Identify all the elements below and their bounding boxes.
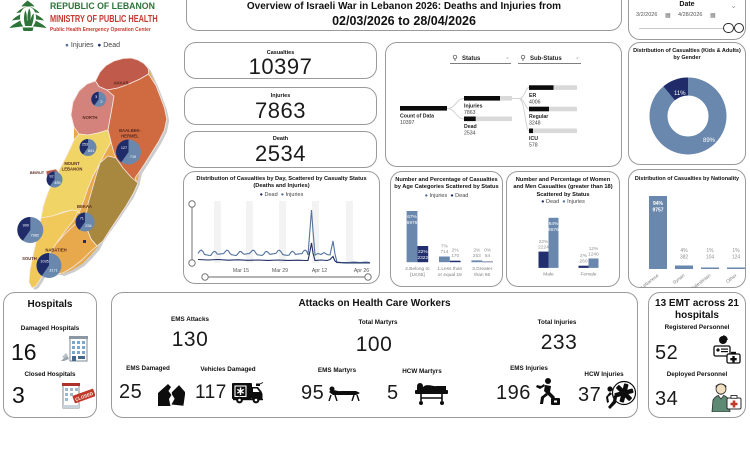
svg-text:89%: 89%	[703, 138, 716, 144]
svg-text:Sub-Status: Sub-Status	[530, 56, 562, 62]
svg-text:64%: 64%	[549, 221, 559, 227]
svg-text:2534: 2534	[464, 131, 476, 137]
svg-text:22%: 22%	[539, 239, 549, 245]
svg-text:9757: 9757	[652, 208, 663, 214]
svg-text:6976: 6976	[407, 220, 418, 226]
svg-text:Status: Status	[462, 56, 481, 62]
svg-text:12%: 12%	[589, 246, 599, 252]
svg-text:234: 234	[85, 224, 91, 228]
svg-text:AKKAR: AKKAR	[113, 81, 128, 86]
svg-text:HERMEL: HERMEL	[121, 134, 139, 139]
svg-text:170: 170	[451, 253, 459, 259]
svg-text:11%: 11%	[674, 91, 686, 97]
svg-text:2.Belong to: 2.Belong to	[405, 266, 430, 272]
svg-text:6676: 6676	[548, 227, 559, 233]
svg-text:or equal 18: or equal 18	[438, 272, 462, 278]
svg-text:ER: ER	[529, 93, 536, 99]
svg-text:578: 578	[529, 143, 538, 149]
svg-text:×: ×	[506, 56, 509, 62]
svg-text:4%: 4%	[680, 248, 688, 254]
svg-text:253: 253	[82, 143, 88, 147]
svg-text:900: 900	[23, 224, 29, 228]
svg-text:Male: Male	[543, 272, 554, 278]
svg-text:0%: 0%	[484, 248, 492, 254]
svg-text:[18;65]: [18;65]	[410, 272, 425, 278]
svg-text:3: 3	[95, 95, 97, 99]
svg-text:4006: 4006	[529, 99, 541, 105]
svg-text:1.Less than: 1.Less than	[437, 266, 462, 272]
svg-text:459: 459	[54, 181, 60, 185]
svg-text:7%: 7%	[441, 244, 449, 250]
svg-text:1240: 1240	[588, 252, 599, 258]
svg-text:714: 714	[440, 249, 448, 255]
svg-text:10397: 10397	[400, 120, 415, 126]
svg-text:Lebanese: Lebanese	[640, 273, 661, 288]
svg-text:SOUTH: SOUTH	[22, 256, 37, 261]
svg-text:Apr 12: Apr 12	[312, 268, 327, 274]
svg-text:3248: 3248	[529, 121, 541, 127]
svg-text:BEKAA: BEKAA	[77, 204, 92, 209]
svg-text:LEBANON: LEBANON	[62, 167, 83, 172]
svg-text:382: 382	[680, 255, 689, 261]
svg-text:127: 127	[121, 146, 127, 150]
svg-text:92: 92	[49, 175, 53, 179]
svg-text:Regular: Regular	[529, 114, 548, 120]
svg-text:94%: 94%	[653, 201, 664, 207]
svg-text:×: ×	[576, 56, 579, 62]
svg-text:Mar 29: Mar 29	[272, 268, 288, 274]
svg-text:Syrian: Syrian	[672, 273, 687, 286]
svg-text:124: 124	[732, 255, 741, 261]
svg-text:1035: 1035	[40, 260, 48, 264]
svg-text:1%: 1%	[732, 248, 740, 254]
svg-text:719: 719	[130, 155, 136, 159]
svg-text:Mar 15: Mar 15	[233, 268, 249, 274]
svg-text:BEIRUT: BEIRUT	[30, 171, 45, 175]
svg-text:CLOSED: CLOSED	[74, 391, 94, 402]
svg-text:3.Greater: 3.Greater	[472, 266, 493, 272]
svg-text:2: 2	[100, 100, 102, 104]
svg-text:7863: 7863	[464, 110, 476, 116]
svg-text:260: 260	[579, 259, 587, 265]
svg-text:2322: 2322	[417, 255, 428, 261]
svg-text:Dead: Dead	[464, 124, 477, 130]
svg-text:7982: 7982	[31, 234, 39, 238]
svg-text:67%: 67%	[407, 214, 417, 220]
svg-text:NABATIEH: NABATIEH	[45, 248, 66, 253]
svg-text:253: 253	[473, 253, 481, 259]
svg-text:Count of Data: Count of Data	[400, 114, 434, 120]
svg-text:841: 841	[88, 149, 94, 153]
svg-text:104: 104	[706, 255, 715, 261]
svg-text:84: 84	[485, 253, 491, 259]
svg-text:3171: 3171	[49, 269, 57, 273]
svg-text:Other: Other	[725, 273, 738, 285]
svg-text:1%: 1%	[706, 248, 714, 254]
svg-text:2%: 2%	[473, 248, 481, 254]
svg-text:2%: 2%	[452, 248, 460, 254]
svg-text:ICU: ICU	[529, 136, 538, 142]
svg-text:22%: 22%	[418, 249, 428, 255]
svg-text:BAALBEK-: BAALBEK-	[119, 128, 141, 133]
svg-text:Apr 26: Apr 26	[354, 268, 369, 274]
svg-text:MOUNT: MOUNT	[64, 161, 80, 166]
svg-text:2224: 2224	[538, 245, 549, 251]
svg-text:71: 71	[80, 217, 84, 221]
svg-text:Injuries: Injuries	[464, 104, 483, 110]
svg-text:Female: Female	[581, 272, 597, 278]
svg-text:than 65: than 65	[474, 272, 490, 278]
svg-text:Palestinian: Palestinian	[690, 273, 712, 288]
svg-text:2%: 2%	[580, 253, 588, 259]
svg-text:NORTH: NORTH	[83, 115, 98, 120]
